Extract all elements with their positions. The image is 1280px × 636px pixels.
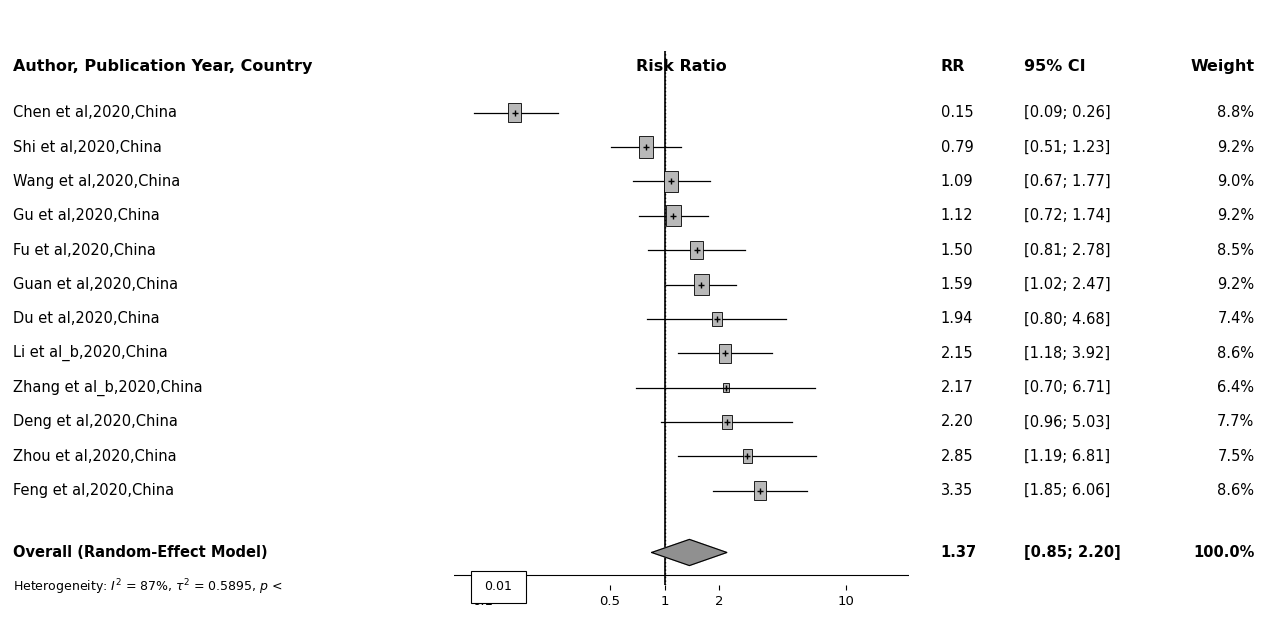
Text: Zhou et al,2020,China: Zhou et al,2020,China xyxy=(13,449,177,464)
Bar xyxy=(508,103,521,123)
Text: [1.18; 3.92]: [1.18; 3.92] xyxy=(1024,346,1110,361)
Text: 1.59: 1.59 xyxy=(941,277,973,292)
Text: 1.37: 1.37 xyxy=(941,545,977,560)
Text: Wang et al,2020,China: Wang et al,2020,China xyxy=(13,174,180,189)
Text: Fu et al,2020,China: Fu et al,2020,China xyxy=(13,243,156,258)
Text: 2.17: 2.17 xyxy=(941,380,974,395)
Text: 8.8%: 8.8% xyxy=(1217,105,1254,120)
Text: [0.96; 5.03]: [0.96; 5.03] xyxy=(1024,415,1110,429)
Text: 1.94: 1.94 xyxy=(941,312,973,326)
Text: Overall (Random-Effect Model): Overall (Random-Effect Model) xyxy=(13,545,268,560)
Bar xyxy=(664,171,678,191)
Text: 2.15: 2.15 xyxy=(941,346,973,361)
Text: Li et al_b,2020,China: Li et al_b,2020,China xyxy=(13,345,168,361)
Text: [0.09; 0.26]: [0.09; 0.26] xyxy=(1024,105,1111,120)
Text: Chen et al,2020,China: Chen et al,2020,China xyxy=(13,105,177,120)
Bar xyxy=(694,274,709,295)
Text: 0.01: 0.01 xyxy=(485,580,512,593)
Text: Deng et al,2020,China: Deng et al,2020,China xyxy=(13,415,178,429)
Text: Risk Ratio: Risk Ratio xyxy=(636,59,727,74)
Text: Heterogeneity: $I^2$ = 87%, $\tau^2$ = 0.5895, $p$ <: Heterogeneity: $I^2$ = 87%, $\tau^2$ = 0… xyxy=(13,577,283,597)
Text: 9.2%: 9.2% xyxy=(1217,277,1254,292)
Text: RR: RR xyxy=(941,59,965,74)
Text: 100.0%: 100.0% xyxy=(1193,545,1254,560)
Text: 1.50: 1.50 xyxy=(941,243,973,258)
Text: 0.15: 0.15 xyxy=(941,105,973,120)
Text: 2.20: 2.20 xyxy=(941,415,974,429)
Text: Gu et al,2020,China: Gu et al,2020,China xyxy=(13,209,160,223)
Text: 0.79: 0.79 xyxy=(941,139,974,155)
Text: 9.2%: 9.2% xyxy=(1217,209,1254,223)
Text: 8.6%: 8.6% xyxy=(1217,483,1254,498)
Text: 2.85: 2.85 xyxy=(941,449,973,464)
Text: Feng et al,2020,China: Feng et al,2020,China xyxy=(13,483,174,498)
Text: 1.12: 1.12 xyxy=(941,209,973,223)
Text: Weight: Weight xyxy=(1190,59,1254,74)
Text: [0.81; 2.78]: [0.81; 2.78] xyxy=(1024,243,1111,258)
Text: [0.67; 1.77]: [0.67; 1.77] xyxy=(1024,174,1111,189)
Text: Guan et al,2020,China: Guan et al,2020,China xyxy=(13,277,178,292)
Text: Du et al,2020,China: Du et al,2020,China xyxy=(13,312,160,326)
Text: 1.09: 1.09 xyxy=(941,174,973,189)
Bar xyxy=(718,344,731,363)
Polygon shape xyxy=(652,539,727,565)
Text: 6.4%: 6.4% xyxy=(1217,380,1254,395)
Bar xyxy=(690,241,703,259)
Text: 7.7%: 7.7% xyxy=(1217,415,1254,429)
Text: 7.4%: 7.4% xyxy=(1217,312,1254,326)
Bar xyxy=(742,450,753,463)
Text: [0.51; 1.23]: [0.51; 1.23] xyxy=(1024,139,1110,155)
Text: Zhang et al_b,2020,China: Zhang et al_b,2020,China xyxy=(13,380,202,396)
Bar xyxy=(639,137,653,158)
Text: 7.5%: 7.5% xyxy=(1217,449,1254,464)
Text: Shi et al,2020,China: Shi et al,2020,China xyxy=(13,139,161,155)
Text: 95% CI: 95% CI xyxy=(1024,59,1085,74)
Text: 8.5%: 8.5% xyxy=(1217,243,1254,258)
Bar xyxy=(666,205,681,226)
Text: Author, Publication Year, Country: Author, Publication Year, Country xyxy=(13,59,312,74)
Text: [0.80; 4.68]: [0.80; 4.68] xyxy=(1024,312,1110,326)
Text: [0.70; 6.71]: [0.70; 6.71] xyxy=(1024,380,1111,395)
Text: [1.02; 2.47]: [1.02; 2.47] xyxy=(1024,277,1111,292)
Text: 9.2%: 9.2% xyxy=(1217,139,1254,155)
Text: 8.6%: 8.6% xyxy=(1217,346,1254,361)
Bar xyxy=(723,383,728,392)
Text: [0.85; 2.20]: [0.85; 2.20] xyxy=(1024,545,1121,560)
Text: 9.0%: 9.0% xyxy=(1217,174,1254,189)
Text: [1.85; 6.06]: [1.85; 6.06] xyxy=(1024,483,1110,498)
Text: 3.35: 3.35 xyxy=(941,483,973,498)
Text: [1.19; 6.81]: [1.19; 6.81] xyxy=(1024,449,1110,464)
Text: [0.72; 1.74]: [0.72; 1.74] xyxy=(1024,209,1111,223)
Bar xyxy=(712,312,722,326)
Bar xyxy=(722,415,732,429)
Bar xyxy=(754,481,767,500)
